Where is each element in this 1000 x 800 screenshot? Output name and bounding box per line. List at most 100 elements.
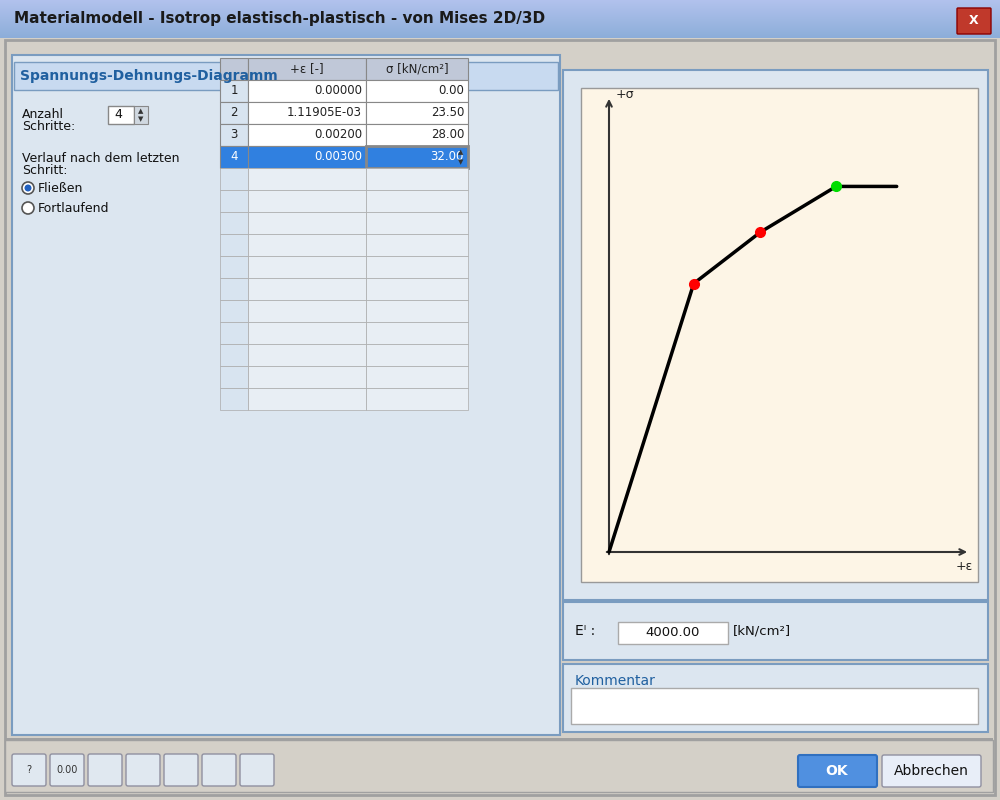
Bar [248,212,366,234]
Bar [248,190,366,212]
Bar [220,80,248,102]
Bar [0,35,1000,36]
Text: ▼: ▼ [458,159,464,165]
Bar [0,18,1000,19]
Text: OK: OK [826,764,848,778]
Bar [618,622,728,644]
Bar [220,300,248,322]
Text: 0.00200: 0.00200 [314,129,362,142]
Text: [kN/cm²]: [kN/cm²] [733,625,791,638]
Bar [108,106,134,124]
Bar [0,5,1000,6]
Bar [248,146,366,168]
Bar [0,32,1000,33]
Bar [248,322,366,344]
Bar [0,1,1000,2]
Bar [5,738,993,740]
Bar [220,102,248,124]
Text: Fließen: Fließen [38,182,83,194]
Bar [5,740,993,792]
Text: Kommentar: Kommentar [575,674,656,688]
FancyBboxPatch shape [563,70,988,600]
FancyBboxPatch shape [12,55,560,735]
Text: +ε: +ε [956,559,973,573]
Bar [248,344,366,366]
Bar [220,212,248,234]
FancyBboxPatch shape [12,754,46,786]
Bar [0,33,1000,34]
Bar [248,256,366,278]
Bar [0,20,1000,21]
Bar [0,13,1000,14]
FancyBboxPatch shape [882,755,981,787]
Bar [366,80,468,102]
FancyBboxPatch shape [88,754,122,786]
Bar [366,388,468,410]
Bar [0,26,1000,27]
Text: Anzahl: Anzahl [22,108,64,121]
Bar [0,22,1000,23]
Bar [366,344,468,366]
Bar [248,58,366,80]
Circle shape [24,185,32,191]
Bar [0,31,1000,32]
Text: 32.00: 32.00 [431,150,464,163]
Text: Fortlaufend: Fortlaufend [38,202,110,214]
Bar [0,14,1000,15]
FancyBboxPatch shape [50,754,84,786]
Bar [366,212,468,234]
Text: ▲: ▲ [458,149,464,155]
Text: Abbrechen: Abbrechen [894,764,968,778]
Bar [248,234,366,256]
Bar [248,168,366,190]
FancyBboxPatch shape [126,754,160,786]
Text: 1: 1 [230,85,238,98]
Bar [0,15,1000,16]
Bar [366,124,468,146]
Bar [366,190,468,212]
Bar [366,146,468,168]
FancyBboxPatch shape [563,602,988,660]
Text: 0.00: 0.00 [438,85,464,98]
Text: 23.50: 23.50 [431,106,464,119]
Bar [220,388,248,410]
Bar [248,300,366,322]
Bar [248,278,366,300]
Bar [220,366,248,388]
Text: 4: 4 [114,109,122,122]
Text: 28.00: 28.00 [431,129,464,142]
Bar [0,17,1000,18]
Bar [220,234,248,256]
Bar [0,25,1000,26]
Bar [220,146,248,168]
Bar [0,9,1000,10]
Bar [0,3,1000,4]
Bar [0,27,1000,28]
Circle shape [22,202,34,214]
Text: +σ: +σ [616,87,635,101]
Bar [366,256,468,278]
Text: ▲: ▲ [138,108,144,114]
Text: ▼: ▼ [138,116,144,122]
FancyBboxPatch shape [240,754,274,786]
FancyBboxPatch shape [14,62,558,90]
Text: σ [kN/cm²]: σ [kN/cm²] [386,62,448,75]
Bar [366,168,468,190]
Bar [0,6,1000,7]
Text: X: X [969,14,979,27]
Bar [0,36,1000,37]
Bar [248,388,366,410]
Bar [0,8,1000,9]
Text: Schritt:: Schritt: [22,164,68,177]
Text: ?: ? [26,765,32,775]
Bar [248,102,366,124]
Bar [366,300,468,322]
FancyBboxPatch shape [563,664,988,732]
Bar [220,58,248,80]
Text: Verlauf nach dem letzten: Verlauf nach dem letzten [22,152,180,165]
Bar [248,366,366,388]
Bar [366,58,468,80]
FancyBboxPatch shape [202,754,236,786]
Text: 4000.00: 4000.00 [646,626,700,639]
Bar [248,80,366,102]
